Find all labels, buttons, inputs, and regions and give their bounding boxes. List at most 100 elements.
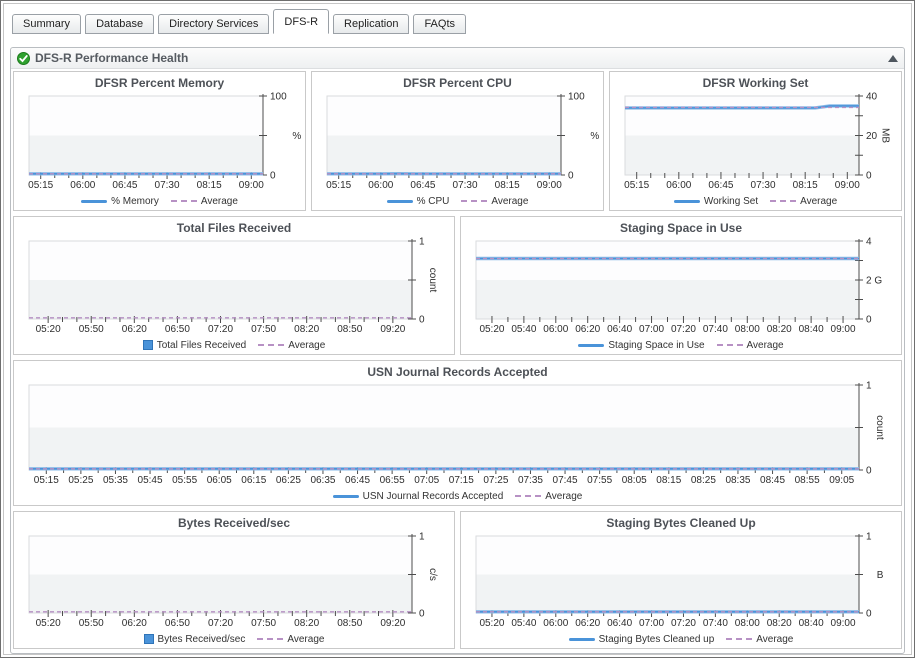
- chart-legend: % Memory Average: [16, 193, 303, 209]
- svg-text:05:25: 05:25: [68, 475, 93, 486]
- svg-text:0: 0: [866, 609, 872, 620]
- svg-text:07:30: 07:30: [751, 180, 776, 191]
- chart-row-4: Bytes Received/sec 05:20 05:50 06:20 06:50 0…: [13, 511, 902, 649]
- tab-database[interactable]: Database: [85, 14, 155, 34]
- svg-text:%: %: [590, 131, 599, 142]
- series-line-swatch: [81, 199, 108, 203]
- svg-text:08:45: 08:45: [760, 475, 785, 486]
- svg-text:%: %: [292, 131, 301, 142]
- svg-text:08:55: 08:55: [795, 475, 820, 486]
- svg-text:07:45: 07:45: [553, 475, 578, 486]
- svg-text:06:20: 06:20: [575, 618, 600, 629]
- svg-text:07:40: 07:40: [703, 324, 728, 335]
- series-line-swatch: [386, 199, 413, 203]
- chart-title: Bytes Received/sec: [177, 516, 291, 530]
- chart-dfsr-percent-cpu: DFSR Percent CPU 05:15 06:00 06:45 07:30 08:…: [311, 71, 604, 211]
- svg-text:08:20: 08:20: [767, 324, 792, 335]
- chart-dfsr-percent-memory: DFSR Percent Memory 05:15 06:00 06:45 07:30…: [13, 71, 306, 211]
- svg-text:07:00: 07:00: [639, 324, 664, 335]
- tab-dfs-r[interactable]: DFS-R: [273, 9, 330, 34]
- svg-text:09:20: 09:20: [380, 324, 405, 335]
- content-frame: Summary Database Directory Services DFS-…: [3, 3, 912, 655]
- svg-text:07:20: 07:20: [671, 618, 696, 629]
- svg-text:08:25: 08:25: [691, 475, 716, 486]
- svg-text:07:20: 07:20: [671, 324, 696, 335]
- svg-text:06:40: 06:40: [607, 324, 632, 335]
- svg-text:09:00: 09:00: [831, 618, 856, 629]
- tab-replication[interactable]: Replication: [333, 14, 410, 34]
- svg-text:05:45: 05:45: [138, 475, 163, 486]
- legend-label: Average: [800, 195, 838, 207]
- svg-text:4: 4: [866, 237, 872, 248]
- tab-directory-services[interactable]: Directory Services: [158, 14, 270, 34]
- svg-text:06:20: 06:20: [122, 324, 147, 335]
- legend-label: Staging Space in Use: [608, 339, 705, 351]
- svg-text:06:05: 06:05: [207, 475, 232, 486]
- svg-text:05:35: 05:35: [103, 475, 128, 486]
- legend-label: Bytes Received/sec: [157, 633, 246, 645]
- svg-text:06:00: 06:00: [666, 180, 691, 191]
- svg-text:05:20: 05:20: [479, 618, 504, 629]
- chart-row-2: Total Files Received 05:20 05:50 06:20 06:5…: [13, 216, 902, 355]
- svg-text:0: 0: [419, 609, 425, 620]
- chart-title: Staging Bytes Cleaned Up: [606, 516, 756, 530]
- svg-text:05:40: 05:40: [511, 618, 536, 629]
- svg-text:0: 0: [419, 315, 425, 326]
- series-line-swatch: [673, 199, 700, 203]
- svg-text:05:20: 05:20: [36, 324, 61, 335]
- legend-label: Total Files Received: [156, 339, 247, 351]
- svg-text:1: 1: [419, 237, 425, 248]
- legend-label: Average: [746, 339, 784, 351]
- average-dash-swatch: [170, 200, 197, 202]
- svg-text:05:15: 05:15: [326, 180, 351, 191]
- series-line-swatch: [578, 343, 605, 347]
- svg-text:06:55: 06:55: [380, 475, 405, 486]
- svg-text:05:40: 05:40: [511, 324, 536, 335]
- legend-label: Average: [200, 195, 238, 207]
- average-dash-swatch: [257, 638, 284, 640]
- svg-text:c/s: c/s: [427, 568, 438, 581]
- svg-text:06:45: 06:45: [345, 475, 370, 486]
- legend-label: Average: [756, 633, 794, 645]
- svg-text:0: 0: [866, 315, 872, 326]
- svg-text:100: 100: [270, 92, 287, 103]
- svg-text:08:00: 08:00: [735, 324, 760, 335]
- collapse-icon[interactable]: [888, 54, 898, 62]
- chart-title: USN Journal Records Accepted: [367, 365, 548, 379]
- svg-text:06:00: 06:00: [543, 618, 568, 629]
- svg-text:07:35: 07:35: [518, 475, 543, 486]
- chart-title: Staging Space in Use: [619, 221, 743, 235]
- svg-text:08:05: 08:05: [622, 475, 647, 486]
- legend-label: Working Set: [703, 195, 759, 207]
- svg-text:08:15: 08:15: [197, 180, 222, 191]
- svg-text:0: 0: [866, 171, 872, 182]
- svg-text:06:20: 06:20: [122, 618, 147, 629]
- dfsr-performance-health-panel: DFS-R Performance Health DFSR Percent Me…: [10, 47, 905, 654]
- chart-row-3: USN Journal Records Accepted 05:15 05:25 0…: [13, 360, 902, 506]
- chart-legend: USN Journal Records Accepted Average: [16, 488, 899, 504]
- average-dash-swatch: [716, 344, 743, 346]
- svg-text:40: 40: [866, 92, 878, 103]
- legend-label: Average: [491, 195, 529, 207]
- svg-text:06:50: 06:50: [165, 618, 190, 629]
- legend-label: Average: [287, 633, 325, 645]
- chart-legend: Bytes Received/sec Average: [16, 631, 452, 647]
- svg-text:0: 0: [568, 171, 574, 182]
- svg-text:09:05: 09:05: [829, 475, 854, 486]
- svg-text:08:15: 08:15: [495, 180, 520, 191]
- series-bar-swatch: [142, 340, 153, 350]
- svg-text:0: 0: [270, 171, 276, 182]
- tab-faqts[interactable]: FAQts: [413, 14, 466, 34]
- series-bar-swatch: [143, 634, 154, 644]
- chart-plot: 05:20 05:50 06:20 06:50 07:20 07:50 08:20 08:50…: [16, 235, 452, 337]
- legend-label: Staging Bytes Cleaned up: [598, 633, 715, 645]
- chart-legend: Staging Space in Use Average: [463, 337, 899, 353]
- svg-text:05:15: 05:15: [28, 180, 53, 191]
- tab-summary[interactable]: Summary: [12, 14, 82, 34]
- svg-text:05:50: 05:50: [79, 324, 104, 335]
- svg-text:07:50: 07:50: [251, 618, 276, 629]
- svg-text:1: 1: [419, 532, 425, 543]
- panel-title: DFS-R Performance Health: [35, 51, 189, 65]
- chart-legend: Working Set Average: [612, 193, 899, 209]
- svg-text:08:20: 08:20: [294, 618, 319, 629]
